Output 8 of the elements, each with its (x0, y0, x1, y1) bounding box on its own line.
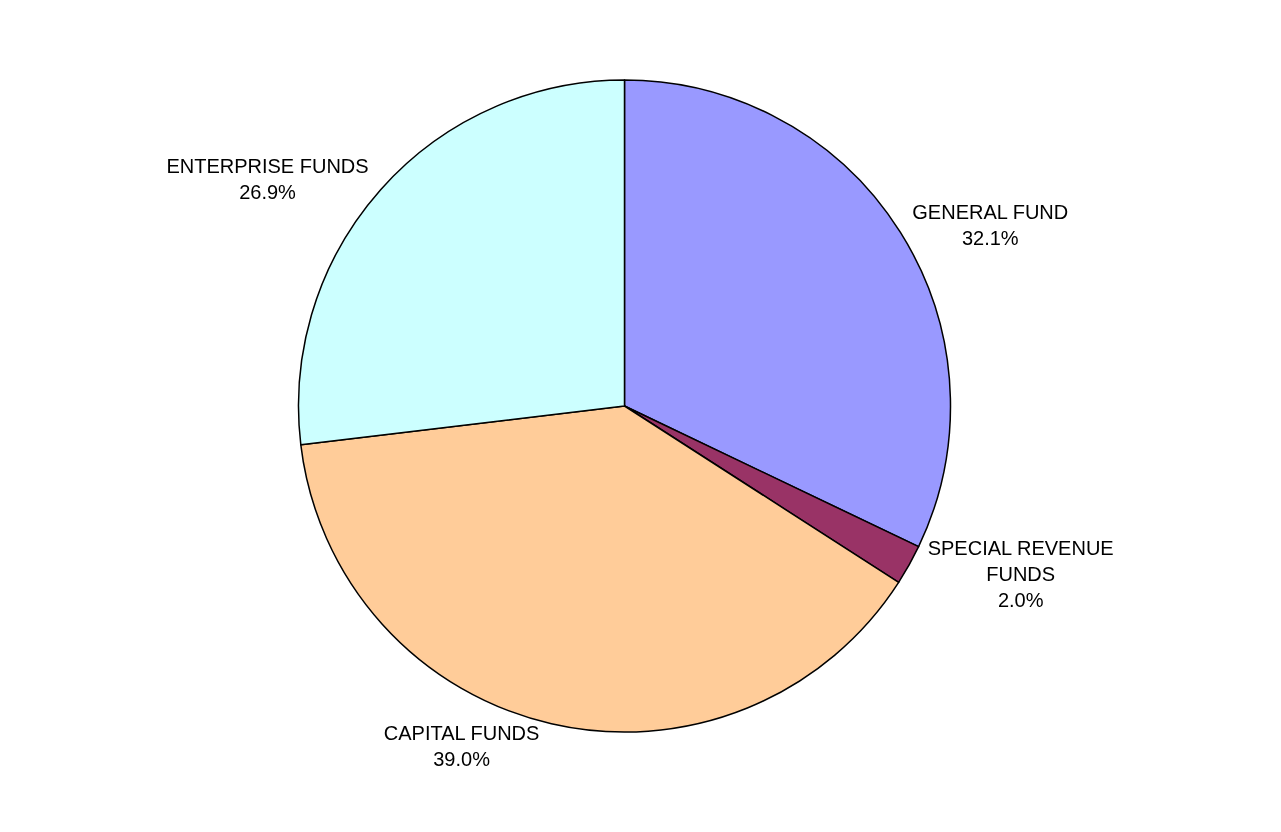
slice-label: CAPITAL FUNDS (383, 722, 540, 745)
data-label: 26.9% (239, 181, 297, 204)
slice-label: SPECIAL REVENUE FUNDS (927, 536, 1114, 585)
data-label: 32.1% (961, 227, 1019, 250)
data-label: 39.0% (433, 748, 491, 771)
slice-label: GENERAL FUND (912, 201, 1069, 224)
data-label: 2.0% (997, 588, 1044, 611)
slice-label: ENTERPRISE FUNDS (166, 155, 369, 178)
